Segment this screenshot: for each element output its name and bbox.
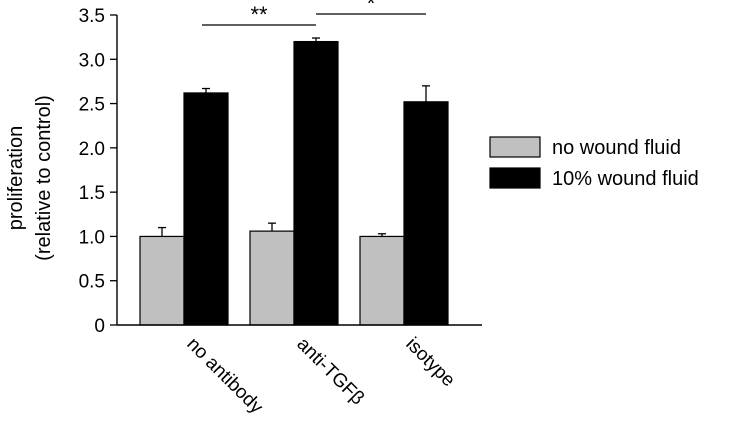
- significance-annotations: ** *: [202, 0, 426, 27]
- y-tick-label: 1.5: [79, 183, 105, 204]
- y-tick-label: 0.5: [79, 272, 105, 293]
- bar: [183, 92, 229, 326]
- significance-label: **: [250, 2, 268, 27]
- y-axis-ticks: 0 0.5 1.0 1.5 2.0 2.5 3.0 3.5: [79, 6, 117, 337]
- y-tick-label: 2.5: [79, 95, 105, 116]
- x-axis-tick-labels: no antibody anti-TGFβ isotype: [182, 334, 458, 419]
- bar: [293, 40, 339, 326]
- y-tick-label: 0: [94, 316, 105, 337]
- bars: [139, 37, 449, 326]
- x-tick-label: isotype: [401, 334, 458, 391]
- y-axis-title-line-1: proliferation: [5, 126, 27, 231]
- legend-label: no wound fluid: [552, 137, 681, 159]
- y-axis-title: proliferation (relative to control): [5, 95, 55, 261]
- bar: [139, 235, 185, 326]
- y-tick-label: 3.5: [79, 6, 105, 27]
- x-tick-label: no antibody: [182, 334, 267, 419]
- bar: [249, 230, 295, 326]
- legend-swatch: [489, 136, 541, 158]
- legend-label: 10% wound fluid: [552, 168, 699, 190]
- legend: no wound fluid 10% wound fluid: [489, 136, 699, 190]
- bar: [359, 235, 405, 326]
- x-tick-label: anti-TGFβ: [292, 334, 368, 410]
- y-axis-title-line-2: (relative to control): [33, 95, 55, 261]
- significance-label: *: [367, 0, 376, 16]
- y-tick-label: 3.0: [79, 50, 105, 71]
- y-tick-label: 2.0: [79, 139, 105, 160]
- legend-swatch: [489, 167, 541, 189]
- bar: [403, 101, 449, 326]
- axes: [116, 15, 482, 326]
- y-tick-label: 1.0: [79, 227, 105, 248]
